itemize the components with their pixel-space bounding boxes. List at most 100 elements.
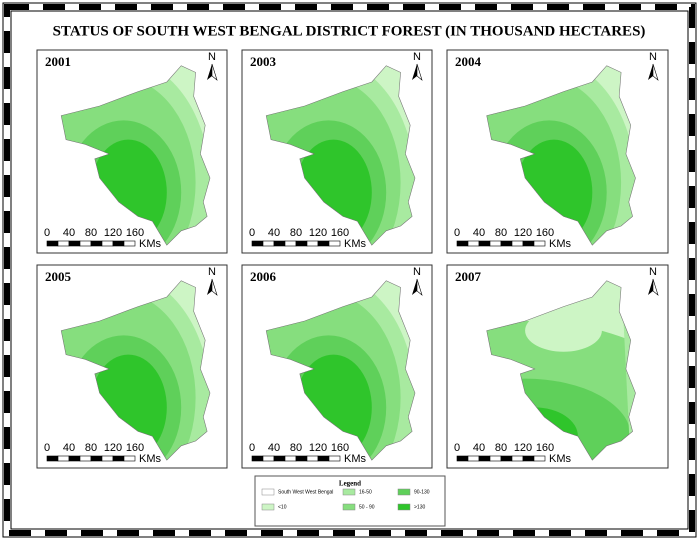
legend-swatch [397, 488, 411, 496]
panel-year: 2001 [45, 54, 71, 69]
scale-bar [284, 455, 297, 462]
scale-label: 80 [290, 442, 302, 454]
scale-bar [317, 240, 330, 247]
scale-label: 0 [454, 227, 460, 239]
scale-bar [456, 455, 469, 462]
legend-swatch [397, 503, 411, 511]
scale-bar [456, 240, 469, 247]
scale-label: 80 [495, 442, 507, 454]
title: STATUS OF SOUTH WEST BENGAL DISTRICT FOR… [53, 23, 646, 39]
scale-label: 120 [309, 227, 327, 239]
scale-label: 80 [290, 227, 302, 239]
north-arrow [648, 64, 653, 80]
legend-swatch [342, 488, 356, 496]
scale-bar [68, 240, 81, 247]
scale-bar [68, 455, 81, 462]
scale-label: 80 [495, 227, 507, 239]
panel-year: 2007 [455, 269, 482, 284]
scale-unit: KMs [139, 453, 162, 465]
legend-swatch [261, 488, 275, 496]
legend-label: >130 [414, 504, 425, 510]
region-outline [60, 280, 211, 461]
region-outline [265, 280, 416, 461]
scale-bar [533, 455, 546, 462]
north-arrow [211, 278, 218, 296]
north-label: N [649, 266, 657, 278]
region-outline [486, 280, 636, 461]
scale-label: 120 [514, 227, 532, 239]
region-outline [265, 65, 416, 246]
scale-unit: KMs [344, 453, 367, 465]
scale-unit: KMs [549, 453, 572, 465]
scale-bar [57, 455, 70, 462]
scale-bar [500, 455, 513, 462]
region-outline [486, 65, 636, 246]
scale-label: 0 [44, 227, 50, 239]
north-arrow [648, 279, 653, 295]
scale-bar [478, 455, 491, 462]
scale-bar [273, 455, 286, 462]
scale-bar [112, 240, 125, 247]
north-label: N [413, 51, 421, 63]
legend-label: South West West Bengal [278, 489, 333, 495]
scale-label: 40 [268, 227, 280, 239]
scale-bar [489, 240, 502, 247]
panel-year: 2003 [250, 54, 277, 69]
band [525, 309, 602, 352]
scale-bar [79, 455, 92, 462]
region-outline [60, 65, 211, 246]
scale-bar [101, 455, 114, 462]
scale-bar [79, 240, 92, 247]
legend-label: 16-50 [359, 489, 372, 495]
scale-unit: KMs [344, 238, 367, 250]
scale-bar [295, 240, 308, 247]
frame-outer [2, 2, 697, 538]
scale-bar [511, 240, 524, 247]
scale-label: 0 [454, 442, 460, 454]
legend-box [254, 475, 446, 527]
scale-label: 160 [331, 227, 349, 239]
north-label: N [413, 266, 421, 278]
legend-label: 50 - 90 [359, 504, 375, 510]
scale-label: 160 [536, 442, 554, 454]
panel-year: 2005 [45, 269, 72, 284]
scale-label: 160 [126, 227, 144, 239]
north-arrow [652, 278, 659, 296]
panel-year: 2004 [455, 54, 482, 69]
scale-label: 80 [85, 227, 97, 239]
north-arrow [211, 63, 218, 81]
scale-bar [467, 240, 480, 247]
scale-bar [46, 455, 59, 462]
scale-label: 0 [249, 442, 255, 454]
north-arrow [207, 64, 212, 80]
scale-bar [57, 240, 70, 247]
scale-label: 120 [104, 442, 122, 454]
legend-label: 90-130 [414, 489, 430, 495]
scale-bar [273, 240, 286, 247]
scale-label: 40 [473, 227, 485, 239]
frame-inner [10, 10, 689, 530]
north-label: N [649, 51, 657, 63]
scale-bar [284, 240, 297, 247]
scale-bar [522, 240, 535, 247]
scale-bar [262, 455, 275, 462]
scale-bar [306, 240, 319, 247]
scale-bar [295, 455, 308, 462]
scale-bar [46, 240, 59, 247]
legend: Legend South West West Bengal <10 16-50 50 … [254, 475, 446, 527]
scale-bar [101, 240, 114, 247]
legend-title: Legend [339, 480, 361, 488]
scale-bar [90, 455, 103, 462]
scale-bar [112, 455, 125, 462]
scale-bar [123, 455, 136, 462]
scale-label: 160 [331, 442, 349, 454]
scale-bar [467, 455, 480, 462]
north-label: N [208, 51, 216, 63]
scale-bar [328, 455, 341, 462]
scale-unit: KMs [139, 238, 162, 250]
